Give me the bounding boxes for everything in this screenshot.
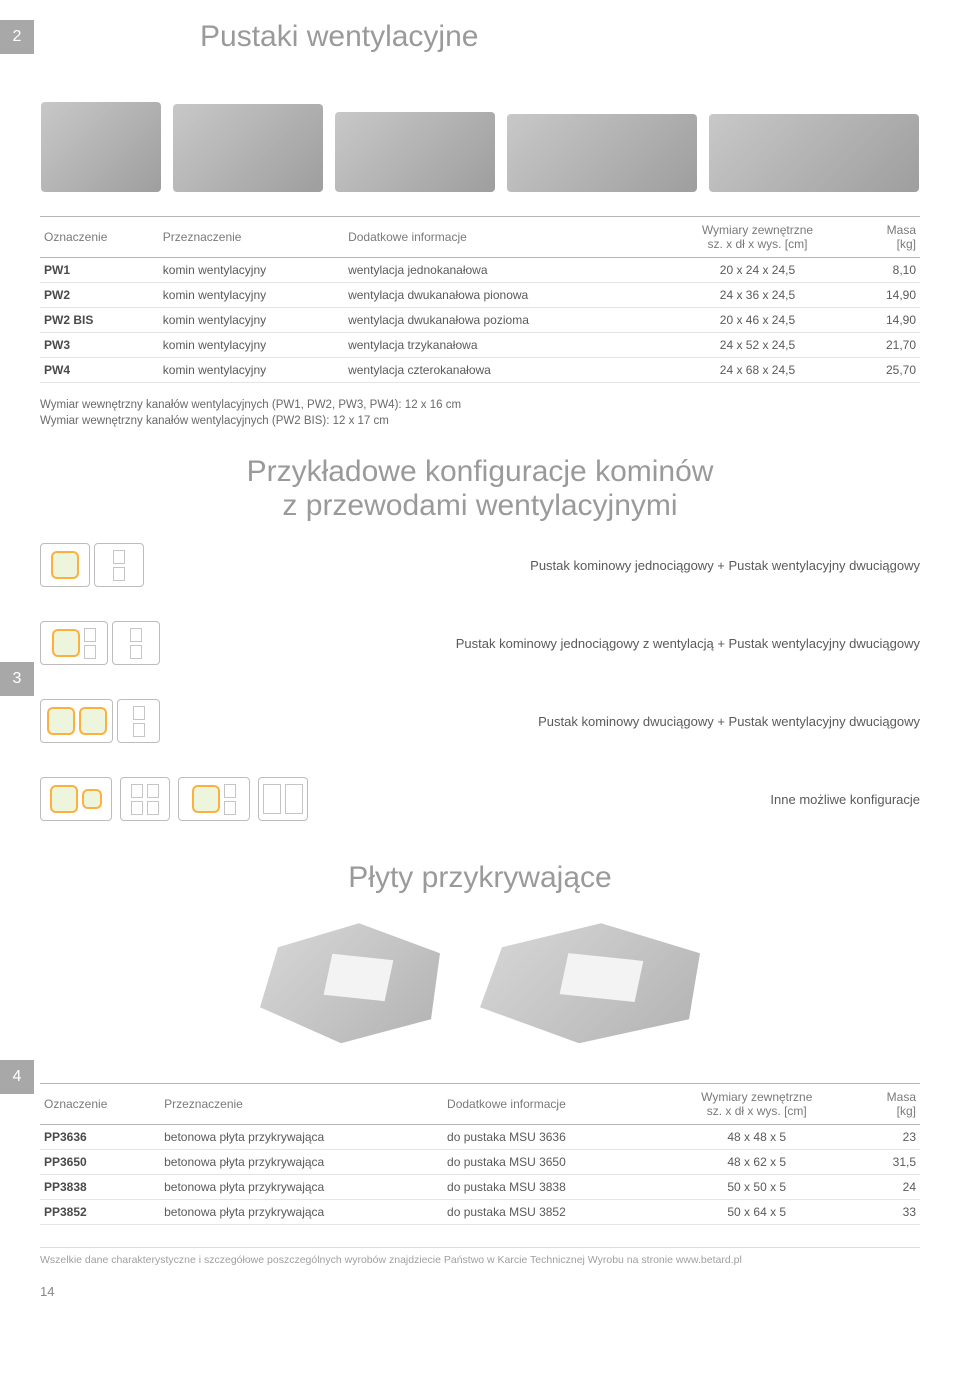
block-image-pw2: [173, 104, 323, 192]
table-row: PW3komin wentylacyjnywentylacja trzykana…: [40, 333, 920, 358]
config-thumb-1: [40, 543, 160, 587]
cell-dim: 24 x 52 x 24,5: [658, 333, 856, 358]
config-caption: Pustak kominowy dwuciągowy + Pustak went…: [184, 714, 920, 729]
config-list: Pustak kominowy jednociągowy + Pustak we…: [40, 543, 920, 821]
cell-dim: 50 x 64 x 5: [656, 1200, 857, 1225]
th-dodatkowe: Dodatkowe informacje: [443, 1084, 656, 1125]
cell-code: PW4: [40, 358, 159, 383]
table-row: PP3650betonowa płyta przykrywającado pus…: [40, 1150, 920, 1175]
cell-use: betonowa płyta przykrywająca: [160, 1200, 443, 1225]
section-badge-4: 4: [0, 1060, 34, 1094]
th-wymiary: Wymiary zewnętrzne sz. x dł x wys. [cm]: [658, 217, 856, 258]
table-row: PP3636betonowa płyta przykrywającado pus…: [40, 1125, 920, 1150]
page-number: 14: [40, 1284, 920, 1299]
cell-code: PP3650: [40, 1150, 160, 1175]
cell-use: komin wentylacyjny: [159, 333, 344, 358]
cell-mass: 21,70: [857, 333, 920, 358]
cell-info: wentylacja jednokanałowa: [344, 258, 658, 283]
th-oznaczenie: Oznaczenie: [40, 1084, 160, 1125]
block-image-pw2bis: [335, 112, 495, 192]
note-line-1: Wymiar wewnętrzny kanałów wentylacyjnych…: [40, 397, 920, 413]
config-row-4: Inne możliwe konfiguracje: [40, 777, 920, 821]
block-image-pw1: [41, 102, 161, 192]
cell-dim: 24 x 36 x 24,5: [658, 283, 856, 308]
cell-code: PP3636: [40, 1125, 160, 1150]
cell-mass: 14,90: [857, 308, 920, 333]
th-masa: Masa [kg]: [857, 1084, 920, 1125]
config-row-1: Pustak kominowy jednociągowy + Pustak we…: [40, 543, 920, 587]
table-row: PP3852betonowa płyta przykrywającado pus…: [40, 1200, 920, 1225]
table-row: PW4komin wentylacyjnywentylacja czteroka…: [40, 358, 920, 383]
cell-info: do pustaka MSU 3636: [443, 1125, 656, 1150]
th-przeznaczenie: Przeznaczenie: [159, 217, 344, 258]
section-badge-3: 3: [0, 662, 34, 696]
config-caption: Pustak kominowy jednociągowy + Pustak we…: [184, 558, 920, 573]
config-row-2: Pustak kominowy jednociągowy z wentylacj…: [40, 621, 920, 665]
cell-dim: 20 x 24 x 24,5: [658, 258, 856, 283]
cell-code: PW2: [40, 283, 159, 308]
cell-use: betonowa płyta przykrywająca: [160, 1175, 443, 1200]
note-line-2: Wymiar wewnętrzny kanałów wentylacyjnych…: [40, 413, 920, 429]
cell-mass: 33: [857, 1200, 920, 1225]
cell-info: do pustaka MSU 3650: [443, 1150, 656, 1175]
block-image-pw4: [709, 114, 919, 192]
section-2-title: Pustaki wentylacyjne: [200, 20, 920, 54]
cell-info: wentylacja dwukanałowa pionowa: [344, 283, 658, 308]
cell-code: PW3: [40, 333, 159, 358]
cell-use: komin wentylacyjny: [159, 308, 344, 333]
cell-info: do pustaka MSU 3852: [443, 1200, 656, 1225]
table-row: PW2komin wentylacyjnywentylacja dwukanał…: [40, 283, 920, 308]
cell-dim: 48 x 62 x 5: [656, 1150, 857, 1175]
config-row-3: Pustak kominowy dwuciągowy + Pustak went…: [40, 699, 920, 743]
plate-image-row: [40, 913, 920, 1053]
config-thumb-3: [40, 699, 160, 743]
table-row: PP3838betonowa płyta przykrywającado pus…: [40, 1175, 920, 1200]
cell-dim: 50 x 50 x 5: [656, 1175, 857, 1200]
config-caption: Inne możliwe konfiguracje: [384, 792, 920, 807]
cell-mass: 8,10: [857, 258, 920, 283]
cell-dim: 20 x 46 x 24,5: [658, 308, 856, 333]
table-plyty: Oznaczenie Przeznaczenie Dodatkowe infor…: [40, 1083, 920, 1225]
cell-use: komin wentylacyjny: [159, 283, 344, 308]
cell-code: PW1: [40, 258, 159, 283]
footer-note: Wszelkie dane charakterystyczne i szczeg…: [40, 1247, 920, 1266]
config-caption: Pustak kominowy jednociągowy z wentylacj…: [184, 636, 920, 651]
cell-use: betonowa płyta przykrywająca: [160, 1125, 443, 1150]
config-thumb-4: [40, 777, 360, 821]
section-badge-2: 2: [0, 20, 34, 54]
cell-info: wentylacja czterokanałowa: [344, 358, 658, 383]
th-masa: Masa [kg]: [857, 217, 920, 258]
cell-mass: 25,70: [857, 358, 920, 383]
product-image-row: [40, 72, 920, 192]
cell-dim: 24 x 68 x 24,5: [658, 358, 856, 383]
section-4-title: Płyty przykrywające: [40, 861, 920, 895]
plate-image-1: [260, 923, 440, 1043]
th-dodatkowe: Dodatkowe informacje: [344, 217, 658, 258]
cell-dim: 48 x 48 x 5: [656, 1125, 857, 1150]
cell-code: PP3838: [40, 1175, 160, 1200]
section-3-title: Przykładowe konfiguracje kominów z przew…: [40, 455, 920, 523]
config-thumb-2: [40, 621, 160, 665]
note-dimensions: Wymiar wewnętrzny kanałów wentylacyjnych…: [40, 397, 920, 429]
table-pustaki: Oznaczenie Przeznaczenie Dodatkowe infor…: [40, 216, 920, 383]
plate-image-2: [480, 923, 700, 1043]
table-row: PW1komin wentylacyjnywentylacja jednokan…: [40, 258, 920, 283]
cell-mass: 31,5: [857, 1150, 920, 1175]
cell-code: PW2 BIS: [40, 308, 159, 333]
table-row: PW2 BISkomin wentylacyjnywentylacja dwuk…: [40, 308, 920, 333]
cell-mass: 23: [857, 1125, 920, 1150]
cell-code: PP3852: [40, 1200, 160, 1225]
cell-mass: 24: [857, 1175, 920, 1200]
cell-use: komin wentylacyjny: [159, 358, 344, 383]
cell-info: wentylacja dwukanałowa pozioma: [344, 308, 658, 333]
cell-use: komin wentylacyjny: [159, 258, 344, 283]
cell-mass: 14,90: [857, 283, 920, 308]
cell-info: do pustaka MSU 3838: [443, 1175, 656, 1200]
th-oznaczenie: Oznaczenie: [40, 217, 159, 258]
block-image-pw3: [507, 114, 697, 192]
cell-info: wentylacja trzykanałowa: [344, 333, 658, 358]
th-przeznaczenie: Przeznaczenie: [160, 1084, 443, 1125]
th-wymiary: Wymiary zewnętrzne sz. x dł x wys. [cm]: [656, 1084, 857, 1125]
cell-use: betonowa płyta przykrywająca: [160, 1150, 443, 1175]
